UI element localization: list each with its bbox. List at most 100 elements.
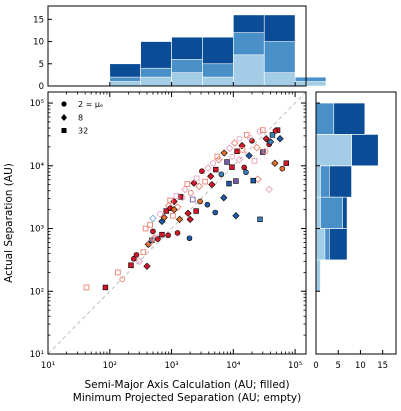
scatter-point-square — [128, 262, 134, 268]
right-histogram-bar — [315, 165, 321, 198]
scatter-point-square — [173, 193, 180, 199]
scatter-point-square — [142, 225, 149, 232]
scatter-point-circle — [262, 148, 269, 155]
scatter-point-square — [234, 148, 240, 155]
scatter-point-square — [233, 178, 239, 184]
scatter-point-square — [167, 197, 174, 204]
scatter-point-circle — [150, 228, 156, 235]
y-tick-label: 10⁴ — [30, 162, 45, 172]
scatter-point-diamond — [181, 185, 189, 194]
scatter-point-circle — [210, 160, 217, 167]
scatter-point-square — [243, 132, 250, 138]
scatter-point-circle — [155, 236, 161, 242]
scatter-point-diamond — [170, 206, 178, 214]
right-histogram-x-tick-label: 0 — [313, 361, 318, 371]
legend: 2 = μₑ 8 32 — [61, 100, 103, 136]
scatter-point-circle — [212, 209, 219, 216]
top-histogram-bar — [171, 72, 203, 87]
scatter-point-square — [170, 212, 176, 219]
top-histogram-y-tick-label: 15 — [33, 15, 44, 25]
scatter-point-square — [269, 132, 276, 138]
scatter-point-circle — [197, 198, 203, 205]
right-histogram-bar — [315, 196, 321, 229]
top-histogram-bar — [140, 76, 172, 87]
legend-label-circle: 2 = μₑ — [78, 100, 103, 109]
scatter-point-diamond — [271, 159, 279, 167]
x-tick-label: 10⁵ — [288, 361, 302, 371]
right-histogram: 0 5 10 15 — [313, 91, 397, 371]
scatter-point-square — [83, 284, 90, 291]
y-axis-label: Actual Separation (AU) — [3, 163, 15, 283]
scatter-point-circle — [246, 134, 253, 141]
scatter-point-square — [229, 164, 235, 170]
scatter-point-square — [283, 160, 290, 166]
top-histogram-y-tick-label: 10 — [33, 38, 44, 48]
scatter-point-circle — [186, 235, 193, 242]
top-histogram-y-tick-label: 0 — [39, 82, 44, 92]
y-tick-label: 10³ — [30, 225, 44, 235]
scatter-point-square — [193, 208, 199, 214]
scatter-point-diamond — [186, 215, 194, 223]
scatter-point-diamond — [235, 155, 244, 164]
scatter-point-diamond — [245, 152, 253, 160]
legend-marker-square — [61, 128, 67, 133]
top-histogram-frame — [47, 5, 307, 87]
scatter-point-diamond — [214, 155, 223, 164]
scatter-point-square — [226, 180, 232, 187]
scatter-point-diamond — [184, 209, 192, 217]
scatter-point-circle — [174, 230, 181, 236]
scatter-point-diamond — [225, 144, 234, 153]
scatter-point-square — [214, 153, 221, 160]
scatter-point-square — [202, 178, 209, 185]
scatter-point-square — [114, 269, 121, 276]
scatter-point-diamond — [220, 149, 228, 157]
scatter-point-circle — [131, 255, 137, 262]
scatter-point-diamond — [195, 182, 204, 191]
scatter-point-diamond — [173, 203, 182, 211]
scatter-point-diamond — [175, 215, 184, 223]
scatter-point-diamond — [276, 135, 284, 143]
scatter-point-diamond — [143, 262, 151, 270]
x-tick-label: 10³ — [164, 361, 178, 371]
scatter-point-square — [239, 146, 246, 153]
scatter-point-square — [193, 175, 200, 182]
scatter-panel: 10¹ 10² 10³ 10⁴ 10⁵ 10¹ 10² 10³ 10⁴ 10⁵ — [30, 91, 307, 371]
scatter-point-circle — [229, 153, 236, 160]
right-histogram-frame — [315, 91, 397, 355]
scatter-point-square — [189, 196, 196, 203]
scatter-point-circle — [199, 168, 205, 174]
scatter-point-circle — [279, 165, 286, 172]
scatter-point-diamond — [135, 257, 144, 266]
scatter-point-square — [184, 181, 191, 187]
legend-label-square: 32 — [78, 127, 88, 136]
right-histogram-bar — [315, 134, 352, 167]
scatter-point-circle — [157, 211, 163, 218]
y-tick-label: 10¹ — [30, 350, 44, 360]
scatter-point-square — [257, 216, 263, 223]
scatter-point-circle — [236, 135, 243, 142]
x-tick-label: 10¹ — [41, 361, 55, 371]
top-histogram-bar — [233, 54, 265, 87]
scatter-point-diamond — [230, 139, 239, 147]
scatter-point-square — [251, 157, 258, 164]
scatter-point-diamond — [170, 197, 178, 206]
top-histogram-y-tick-label: 5 — [39, 60, 44, 70]
top-histogram-bar — [202, 76, 234, 87]
top-histogram: 0 5 10 15 — [33, 5, 327, 92]
scatter-point-square — [259, 127, 266, 133]
top-histogram-bar — [109, 81, 141, 87]
right-histogram-x-tick-label: 5 — [336, 361, 341, 371]
scatter-point-diamond — [160, 213, 168, 222]
x-tick-label: 10⁴ — [226, 361, 241, 371]
scatter-point-square — [250, 177, 256, 184]
scatter-point-circle — [165, 232, 171, 239]
x-tick-label: 10² — [103, 361, 117, 371]
scatter-point-diamond — [265, 185, 273, 194]
scatter-point-diamond — [204, 164, 212, 172]
scatter-point-diamond — [207, 172, 215, 180]
scatter-point-diamond — [149, 214, 157, 223]
right-histogram-x-tick-label: 10 — [355, 361, 366, 371]
scatter-point-square — [224, 159, 230, 165]
